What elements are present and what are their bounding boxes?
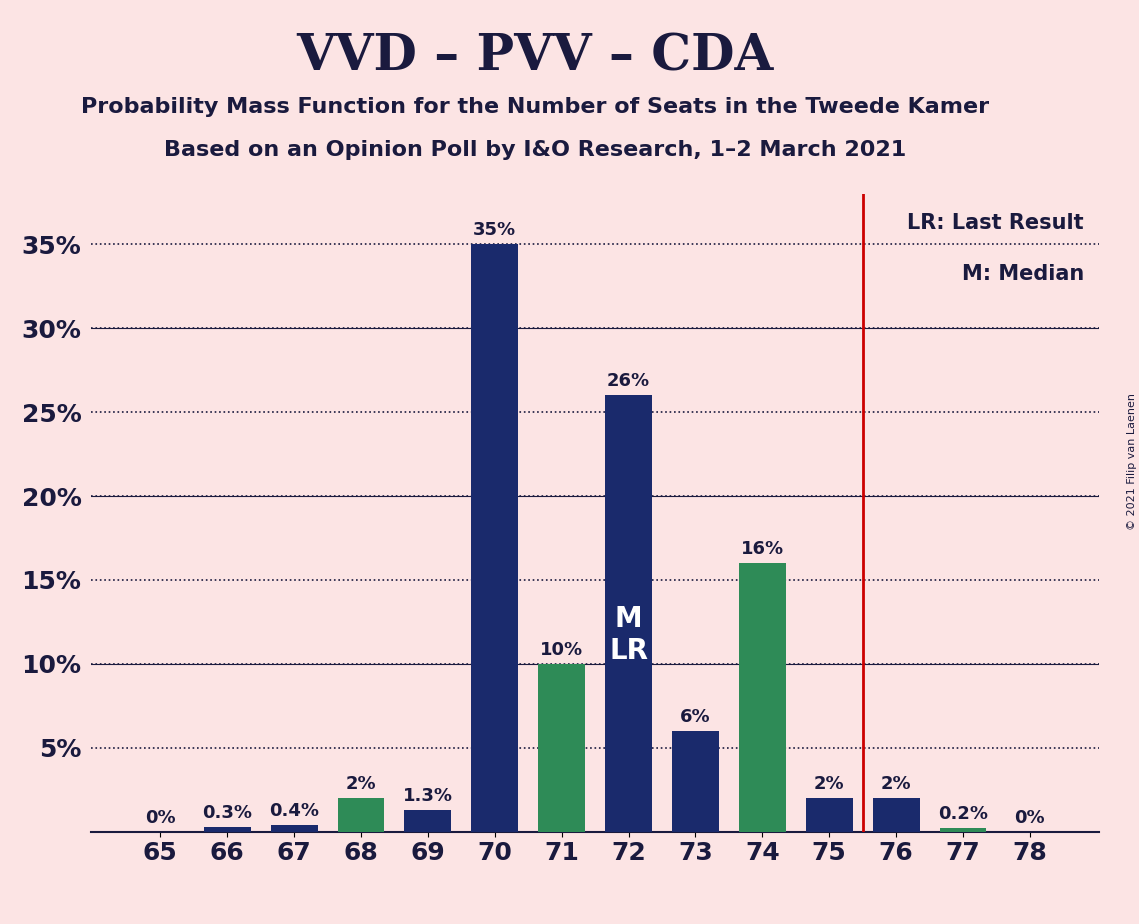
Text: 1.3%: 1.3%: [403, 786, 453, 805]
Bar: [404, 809, 451, 832]
Text: 16%: 16%: [740, 541, 784, 558]
Bar: [337, 798, 385, 832]
Text: 6%: 6%: [680, 708, 711, 726]
Bar: [539, 663, 585, 832]
Text: 2%: 2%: [814, 775, 844, 793]
Text: 2%: 2%: [880, 775, 911, 793]
Text: Based on an Opinion Poll by I&O Research, 1–2 March 2021: Based on an Opinion Poll by I&O Research…: [164, 140, 907, 161]
Text: 0.4%: 0.4%: [269, 802, 319, 820]
Bar: [940, 828, 986, 832]
Bar: [204, 827, 251, 832]
Text: 35%: 35%: [473, 222, 516, 239]
Text: 0%: 0%: [1015, 808, 1046, 827]
Text: 10%: 10%: [540, 640, 583, 659]
Bar: [271, 825, 318, 832]
Text: 0.3%: 0.3%: [203, 804, 252, 821]
Text: 26%: 26%: [607, 372, 650, 390]
Bar: [739, 563, 786, 832]
Text: VVD – PVV – CDA: VVD – PVV – CDA: [296, 32, 775, 81]
Text: M
LR: M LR: [609, 605, 648, 665]
Bar: [672, 731, 719, 832]
Bar: [472, 244, 518, 832]
Text: 2%: 2%: [346, 775, 376, 793]
Text: LR: Last Result: LR: Last Result: [908, 213, 1084, 233]
Bar: [805, 798, 853, 832]
Bar: [605, 395, 652, 832]
Text: 0.2%: 0.2%: [939, 805, 988, 823]
Bar: [872, 798, 919, 832]
Text: M: Median: M: Median: [961, 264, 1084, 285]
Text: Probability Mass Function for the Number of Seats in the Tweede Kamer: Probability Mass Function for the Number…: [81, 97, 990, 117]
Text: 0%: 0%: [145, 808, 175, 827]
Text: © 2021 Filip van Laenen: © 2021 Filip van Laenen: [1126, 394, 1137, 530]
